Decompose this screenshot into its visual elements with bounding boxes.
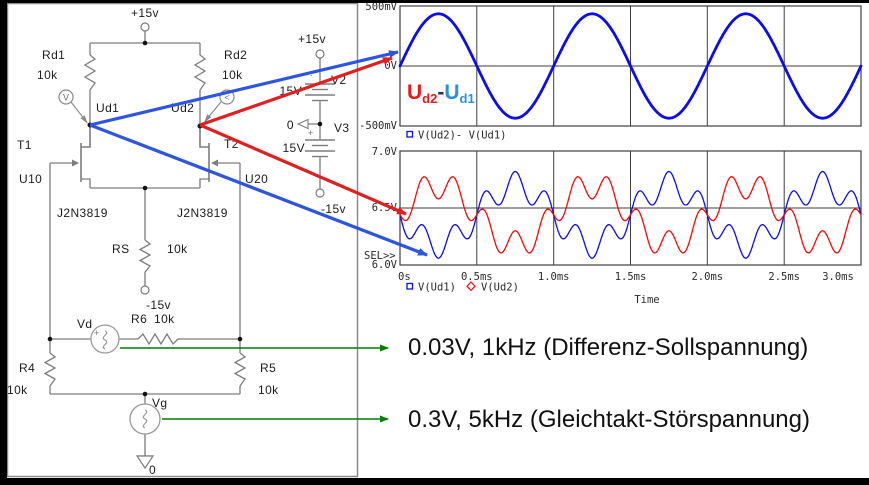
probe2-arrow-icon <box>204 114 212 123</box>
plot1-legend-text: V(Ud2)- V(Ud1) <box>418 130 507 142</box>
label-t1: T1 <box>17 138 32 152</box>
probe-ud1: V <box>58 89 88 124</box>
label-rs-value: 10k <box>167 242 188 256</box>
label-vg: Vg <box>152 396 167 410</box>
sel-marker: SEL>> <box>364 250 396 262</box>
pointer-arrows <box>89 50 428 423</box>
annotation-differential: 0.03V, 1kHz (Differenz-Sollspannung) <box>408 334 808 361</box>
label-v3-value: 15V <box>282 141 305 155</box>
schematic-panel: V < + <box>6 2 359 478</box>
label-rd2-value: 10k <box>222 68 243 82</box>
label-r6: R6 <box>131 312 147 326</box>
plot2-grid <box>400 151 861 265</box>
label-neg-supply: -15v <box>146 298 171 312</box>
label-jfet2-model: J2N3819 <box>177 206 228 220</box>
resistor-r4 <box>43 352 57 387</box>
label-r4: R4 <box>19 361 35 375</box>
plot-outputs: 7.0V 6.5V 6.0V SEL>> 0s 0.5ms 1.0ms 1.5m… <box>364 146 862 306</box>
xtick-0p5ms: 0.5ms <box>461 271 493 283</box>
sine-glyph-icon <box>102 330 108 350</box>
plot-differential: 500mV 0V -500mV Ud2-Ud1 V(Ud2)- V(Ud1) <box>359 1 863 142</box>
probe1-circle-icon <box>58 89 74 105</box>
trace-vud2 <box>399 176 862 254</box>
label-r4-value: 10k <box>7 383 28 397</box>
label-ref-0: 0 <box>287 118 294 132</box>
resistor-r6 <box>137 332 179 346</box>
ground-symbol-icon <box>135 455 155 470</box>
label-jfet1-model: J2N3819 <box>57 206 108 220</box>
resistor-rd1 <box>83 54 97 91</box>
diff-voltage-label: Ud2-Ud1 <box>407 81 475 106</box>
terminal-pins <box>140 22 325 295</box>
label-col-plus15: +15v <box>298 32 326 46</box>
label-rd1: Rd1 <box>42 48 65 62</box>
xtick-2p5ms: 2.5ms <box>768 271 800 283</box>
schematic-border <box>6 2 359 478</box>
trace-vud2-minus-vud1 <box>398 12 863 120</box>
arrow-ud2-to-diff-plot <box>199 56 393 127</box>
plot1-ytick-0v: 0V <box>384 60 397 72</box>
label-rd1-value: 10k <box>37 68 58 82</box>
label-u10: U10 <box>19 172 42 186</box>
plot1-ytick-500mv: 500mV <box>365 1 397 13</box>
label-r5: R5 <box>260 361 276 375</box>
t2-gate-arrow-icon <box>211 159 218 167</box>
arrow-ud1-to-output-plot <box>89 123 428 257</box>
sine-glyph-icon <box>142 409 148 429</box>
t1-gate-arrow-icon <box>72 159 79 167</box>
resistors <box>43 54 247 387</box>
frame-top <box>0 0 869 3</box>
label-rd2: Rd2 <box>224 48 247 62</box>
probe-plots: 500mV 0V -500mV Ud2-Ud1 V(Ud2)- V(Ud1) <box>359 1 863 306</box>
battery-v3-icon <box>305 139 335 158</box>
arrow-ud1-to-diff-plot <box>89 50 399 127</box>
probe1-glyph: V <box>63 93 69 103</box>
label-v3: V3 <box>334 121 349 135</box>
probe2-glyph: < <box>224 93 229 103</box>
label-supply-top: +15v <box>131 6 159 20</box>
probe1-arrow-icon <box>80 115 88 124</box>
annotation-common-mode: 0.3V, 5kHz (Gleichtakt-Störspannung) <box>408 406 810 433</box>
label-col-minus15: -15v <box>321 202 346 216</box>
resistor-rd2 <box>193 54 207 91</box>
label-vd: Vd <box>77 317 92 331</box>
resistor-r5 <box>233 352 247 387</box>
frame-left <box>0 0 7 485</box>
frame-bottom <box>0 478 869 485</box>
label-ground-0: 0 <box>149 463 156 477</box>
plot2-xticks: 0s 0.5ms 1.0ms 1.5ms 2.0ms 2.5ms 3.0ms <box>398 271 854 283</box>
plot2-ytick-6v: 6.0V <box>372 259 398 271</box>
label-ud1: Ud1 <box>96 101 119 115</box>
label-r5-value: 10k <box>258 383 279 397</box>
v3-polarity-mark: + <box>308 128 313 138</box>
legend2-square-icon <box>406 282 414 290</box>
source-vd: + <box>90 324 120 354</box>
label-r6-value: 10k <box>154 312 175 326</box>
ref-arrow-icon <box>296 118 309 130</box>
schematic-labels: +15v Rd1 10k Rd2 10k Ud1 Ud2 T1 T2 U10 U… <box>7 6 349 477</box>
label-rs: RS <box>112 242 129 256</box>
xtick-2ms: 2.0ms <box>691 271 723 283</box>
arrow-ud2-to-output-plot <box>199 123 407 216</box>
plot1-ytick-neg500mv: -500mV <box>359 120 398 132</box>
source-vg <box>129 403 161 435</box>
vd-plus-mark: + <box>94 328 99 338</box>
resistor-rs <box>138 239 152 273</box>
xtick-3ms: 3.0ms <box>822 271 854 283</box>
plot2-ytick-6p5v: 6.5V <box>372 202 398 214</box>
label-u20: U20 <box>245 172 268 186</box>
plot2-legend-vud2: V(Ud2) <box>481 282 519 294</box>
legend1-square-icon <box>406 130 414 138</box>
plot2-legend-vud1: V(Ud1) <box>418 282 456 294</box>
xtick-1p5ms: 1.5ms <box>615 271 647 283</box>
plot2-ytick-7v: 7.0V <box>372 146 398 158</box>
plot2-xlabel: Time <box>634 294 659 306</box>
legend2-diamond-icon <box>466 281 476 292</box>
xtick-0s: 0s <box>398 271 411 283</box>
xtick-1ms: 1.0ms <box>538 271 570 283</box>
